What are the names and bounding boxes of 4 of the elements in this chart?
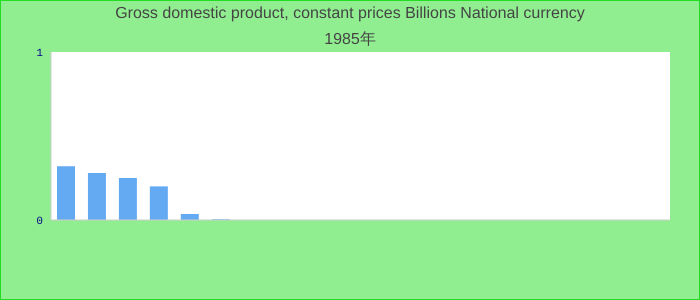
chart-title: Gross domestic product, constant prices Billions National currency: [114, 5, 586, 23]
chart-subtitle: 1985年: [324, 31, 376, 48]
y-tick-label: 1: [36, 48, 44, 60]
y-tick-label: 0: [36, 216, 43, 228]
